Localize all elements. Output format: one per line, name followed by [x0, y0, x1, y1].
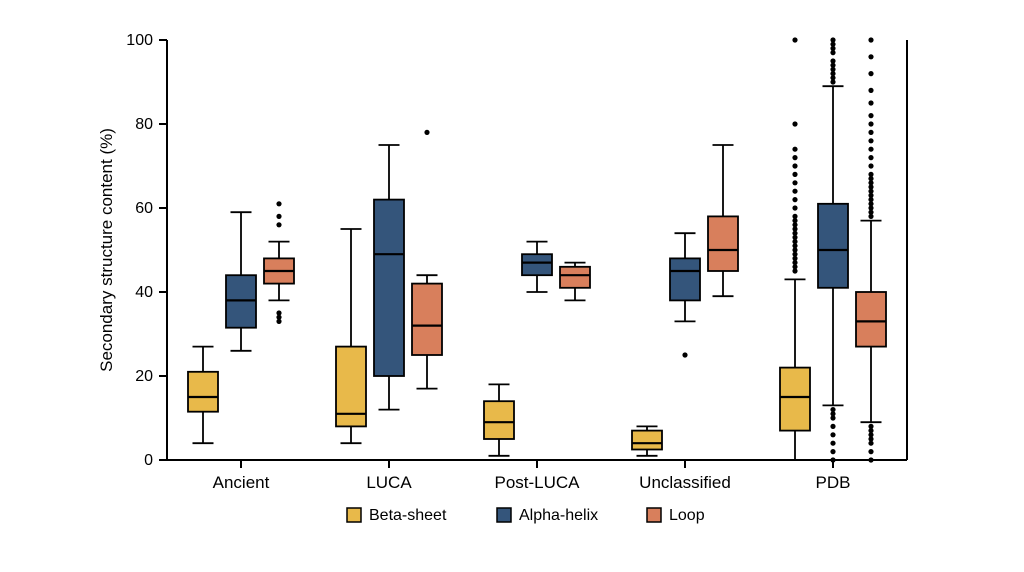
outlier-point — [792, 155, 797, 160]
category-label: Unclassified — [639, 473, 731, 492]
outlier-point — [276, 201, 281, 206]
box-unclassified-alpha-helix — [670, 258, 700, 300]
outlier-point — [868, 424, 873, 429]
outlier-point — [830, 424, 835, 429]
chart-svg: 0 20 40 60 80 100 Secondary structure content … — [87, 30, 937, 542]
box-post-luca-alpha-helix — [522, 254, 552, 275]
outlier-point — [830, 441, 835, 446]
y-tick-label: 80 — [135, 116, 153, 133]
outlier-point — [792, 163, 797, 168]
outlier-point — [830, 449, 835, 454]
outlier-point — [868, 130, 873, 135]
outlier-point — [868, 37, 873, 42]
outlier-point — [276, 214, 281, 219]
legend-label-beta-sheet: Beta-sheet — [369, 507, 447, 524]
box-post-luca-beta-sheet — [484, 401, 514, 439]
outlier-point — [830, 58, 835, 63]
legend-swatch-loop — [647, 508, 661, 522]
outlier-point — [830, 457, 835, 462]
outlier-point — [868, 71, 873, 76]
legend-swatch-alpha-helix — [497, 508, 511, 522]
box-unclassified-loop — [708, 216, 738, 271]
box-luca-loop — [412, 284, 442, 355]
outlier-point — [868, 100, 873, 105]
outlier-point — [792, 147, 797, 152]
box-pdb-beta-sheet — [780, 368, 810, 431]
y-axis-title: Secondary structure content (%) — [97, 128, 116, 372]
y-tick-label: 60 — [135, 200, 153, 217]
outlier-point — [424, 130, 429, 135]
legend-swatch-beta-sheet — [347, 508, 361, 522]
outlier-point — [868, 147, 873, 152]
y-tick-label: 0 — [144, 452, 153, 469]
outlier-point — [868, 172, 873, 177]
category-label: Ancient — [213, 473, 270, 492]
outlier-point — [830, 37, 835, 42]
y-tick-label: 100 — [126, 32, 153, 49]
outlier-point — [276, 222, 281, 227]
outlier-point — [792, 197, 797, 202]
box-pdb-alpha-helix — [818, 204, 848, 288]
outlier-point — [682, 352, 687, 357]
category-label: PDB — [816, 473, 851, 492]
legend-label-loop: Loop — [669, 507, 705, 524]
outlier-point — [868, 449, 873, 454]
outlier-point — [792, 37, 797, 42]
outlier-point — [792, 189, 797, 194]
category-label: LUCA — [366, 473, 412, 492]
outlier-point — [868, 155, 873, 160]
outlier-point — [868, 138, 873, 143]
outlier-point — [868, 54, 873, 59]
y-tick-label: 20 — [135, 368, 153, 385]
outlier-point — [868, 88, 873, 93]
outlier-point — [792, 205, 797, 210]
outlier-point — [792, 121, 797, 126]
outlier-point — [868, 163, 873, 168]
outlier-point — [830, 432, 835, 437]
outlier-point — [792, 214, 797, 219]
legend-label-alpha-helix: Alpha-helix — [519, 507, 598, 524]
box-unclassified-beta-sheet — [632, 431, 662, 450]
y-tick-label: 40 — [135, 284, 153, 301]
outlier-point — [868, 457, 873, 462]
outlier-point — [792, 172, 797, 177]
category-label: Post-LUCA — [494, 473, 580, 492]
box-luca-alpha-helix — [374, 200, 404, 376]
box-post-luca-loop — [560, 267, 590, 288]
box-pdb-loop — [856, 292, 886, 347]
box-ancient-beta-sheet — [188, 372, 218, 412]
outlier-point — [276, 310, 281, 315]
outlier-point — [792, 180, 797, 185]
outlier-point — [868, 121, 873, 126]
outlier-point — [830, 407, 835, 412]
outlier-point — [868, 113, 873, 118]
boxplot-chart: 0 20 40 60 80 100 Secondary structure content … — [87, 30, 937, 542]
